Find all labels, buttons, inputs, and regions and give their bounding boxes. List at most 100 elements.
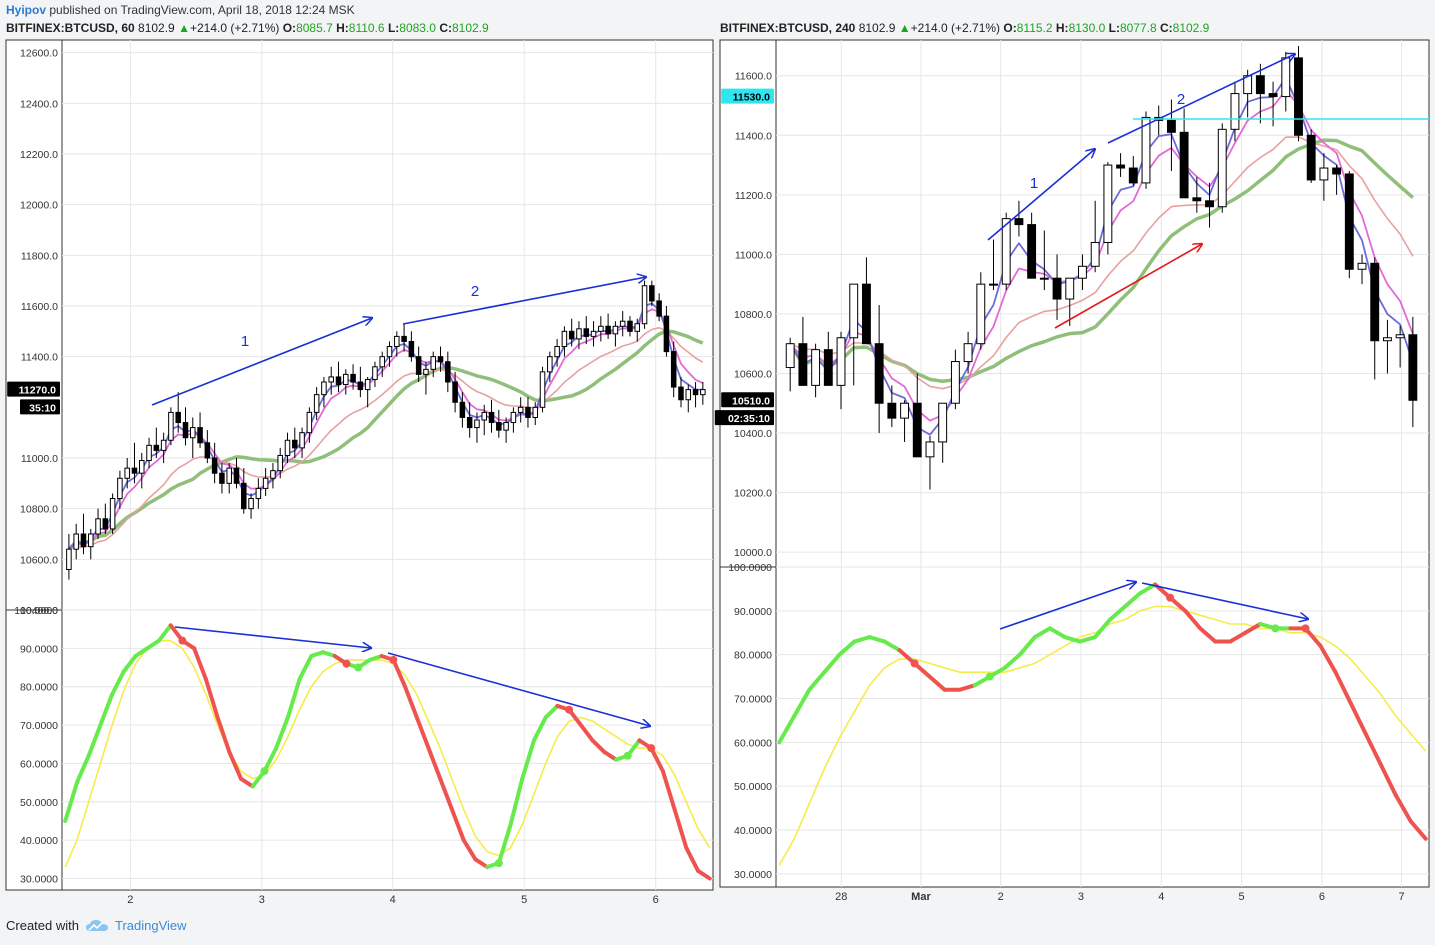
osc-segment (1393, 792, 1413, 824)
candle (423, 368, 429, 375)
osc-segment (98, 692, 115, 728)
candle (976, 283, 986, 345)
ema-fast-blue (68, 302, 703, 550)
osc-tick-label: 90.0000 (734, 606, 772, 618)
candle (1192, 197, 1202, 202)
candle (849, 283, 859, 339)
candle (1179, 131, 1189, 199)
support-arrow-red (1054, 244, 1202, 329)
osc-segment (1183, 608, 1203, 631)
osc-segment (1092, 617, 1113, 640)
left-high: 8110.6 (348, 21, 385, 35)
candle (1230, 93, 1240, 130)
osc-tick-label: 70.0000 (734, 694, 772, 706)
candle (1319, 167, 1329, 181)
candle (785, 343, 795, 369)
publish-header: Hyipov published on TradingView.com, Apr… (6, 3, 355, 17)
osc-cross-dot (1301, 624, 1310, 633)
candle (452, 381, 458, 403)
candle (1141, 116, 1151, 184)
left-symbol[interactable]: BITFINEX:BTCUSD, 60 (6, 21, 135, 35)
candle (182, 422, 189, 439)
candle (175, 411, 181, 424)
candle (445, 361, 451, 383)
osc-tick-label: 40.0000 (20, 835, 58, 847)
osc-segment (438, 776, 454, 812)
osc-segment (852, 635, 872, 644)
price-tag-label: 10510.0 (732, 395, 770, 407)
osc-cross-dot (178, 636, 187, 645)
annotation-label-2: 2 (471, 283, 479, 300)
right-last: 8102.9 (858, 21, 896, 35)
osc-tick-label: 90.0000 (20, 643, 58, 655)
candle (1166, 119, 1176, 133)
trend-arrow-1-right (987, 149, 1095, 241)
candle (335, 376, 342, 386)
candle (1370, 262, 1380, 342)
candle (798, 343, 808, 386)
candle (80, 533, 87, 548)
left-up-arrow-icon: ▲ (178, 21, 190, 35)
candle (1078, 265, 1087, 279)
price-tag-bg (7, 381, 60, 397)
osc-segment (309, 650, 326, 659)
osc-segment (110, 669, 126, 697)
candle (861, 283, 871, 345)
candle (598, 325, 604, 332)
left-last: 8102.9 (138, 21, 175, 35)
candle (350, 373, 356, 383)
candle (131, 467, 138, 474)
price-tick-label: 11800.0 (21, 250, 58, 262)
osc-segment (86, 723, 103, 758)
osc-segment (145, 638, 161, 651)
candle (459, 401, 466, 418)
price-tag-label: 11270.0 (19, 385, 57, 397)
candle (474, 419, 480, 429)
candle (634, 323, 641, 332)
x-tick-label: 28 (835, 891, 847, 903)
osc-segment (63, 780, 79, 823)
osc-segment (1032, 626, 1052, 640)
price-tick-label: 10400.0 (20, 605, 58, 617)
candle (394, 335, 400, 348)
price-tick-label: 10200.0 (734, 488, 772, 500)
right-symbol[interactable]: BITFINEX:BTCUSD, 240 (720, 21, 856, 35)
candle (313, 394, 320, 413)
osc-segment (807, 670, 827, 692)
osc-segment (684, 845, 701, 873)
candle (1205, 200, 1214, 208)
trend-arrow-1-left (151, 318, 372, 406)
osc-cross-dot (910, 659, 919, 668)
left-open: 8085.7 (296, 21, 333, 35)
candle (233, 467, 240, 484)
osc-tick-label: 60.0000 (734, 737, 772, 749)
candle (619, 320, 626, 327)
candle (73, 533, 79, 550)
osc-segment (508, 776, 525, 827)
candle (1255, 75, 1265, 95)
osc-segment (285, 677, 302, 720)
osc-segment (414, 715, 431, 751)
osc-segment (449, 807, 466, 843)
price-tick-label: 10800.0 (20, 504, 58, 516)
tradingview-brand-link[interactable]: TradingView (114, 918, 187, 933)
footer: Created with TradingView (6, 918, 187, 933)
osc-segment (403, 684, 419, 720)
osc-cross-dot (1166, 593, 1175, 602)
candle (510, 411, 517, 424)
osc-segment (1017, 635, 1037, 657)
candle (517, 406, 524, 413)
candle (989, 283, 998, 286)
candle (532, 406, 539, 418)
right-high: 8130.0 (1068, 21, 1106, 35)
candle (836, 337, 846, 386)
created-with-label: Created with (6, 918, 79, 933)
osc-segment (602, 749, 619, 762)
author-name[interactable]: Hyipov (6, 3, 47, 17)
candle (1039, 277, 1049, 280)
candle (226, 467, 232, 484)
candle (938, 402, 948, 443)
left-close: 8102.9 (451, 21, 489, 35)
candle (1027, 224, 1037, 279)
